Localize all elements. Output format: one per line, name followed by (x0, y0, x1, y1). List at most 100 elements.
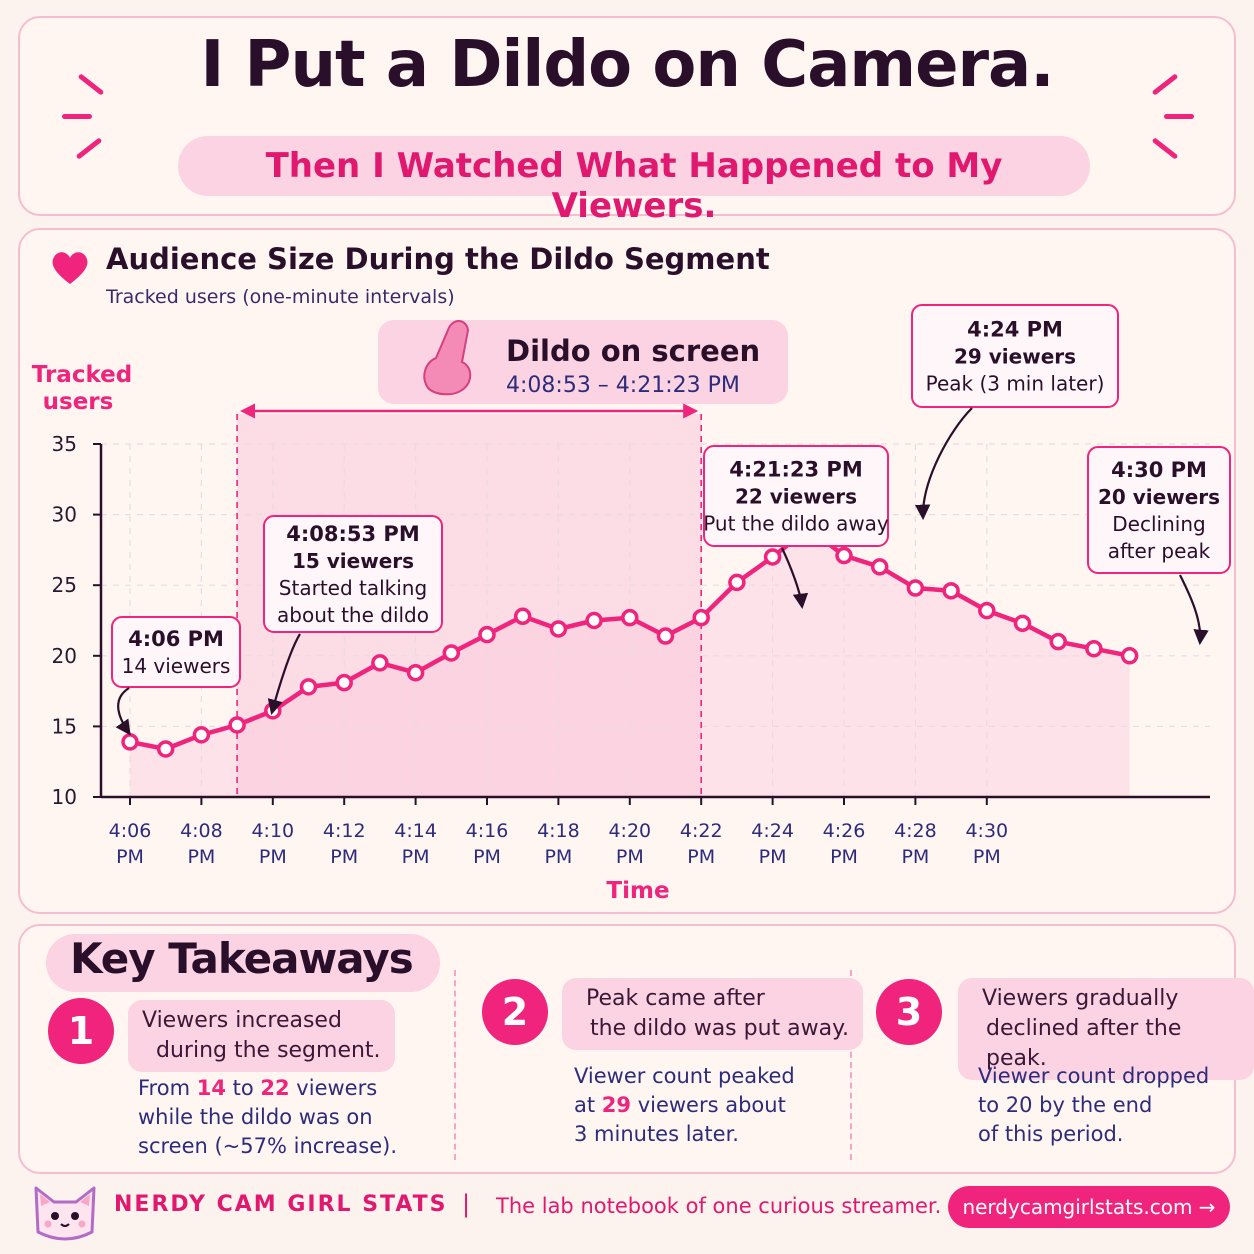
callout-text: after peak (1108, 539, 1211, 563)
callout-text: about the dildo (277, 603, 429, 627)
annotation-callout: 4:06 PM 14 viewers (111, 616, 241, 736)
divider (850, 970, 852, 1160)
takeaway-heading: Viewers gradually declined after the peak… (958, 978, 1254, 1080)
callout-title: 4:21:23 PM (729, 458, 862, 482)
x-tick-label: 4:10 PM (251, 820, 294, 868)
callout-text: Started talking (279, 576, 427, 600)
data-point (442, 644, 461, 662)
callout-text: 29 viewers (954, 345, 1076, 369)
data-point (1085, 639, 1103, 658)
data-point (763, 548, 782, 566)
callout-title: 4:24 PM (967, 318, 1063, 342)
burst-line (1164, 114, 1194, 119)
highlight-number: 14 (196, 1076, 226, 1100)
y-axis-label: Tracked users (32, 362, 132, 415)
data-point (656, 627, 675, 645)
annotation-callout: 4:24 PM 29 viewers Peak (3 min later) (911, 304, 1119, 521)
segment-label-box (378, 320, 788, 404)
body-text: of this period. (978, 1122, 1124, 1146)
body-text: while the dildo was on (138, 1105, 373, 1129)
y-tick-label: 25 (52, 573, 77, 597)
highlight-number: 22 (260, 1076, 290, 1100)
takeaway-heading-line: during the segment. (156, 1038, 381, 1063)
data-point (335, 673, 353, 692)
dildo-icon (423, 320, 472, 396)
callout-text: 20 viewers (1098, 485, 1220, 509)
data-point (228, 716, 246, 734)
body-text: at (574, 1093, 602, 1117)
x-tick-label: 4:18 PM (537, 820, 580, 868)
body-text: Viewer count peaked (574, 1064, 795, 1088)
callout-arrow (914, 407, 973, 521)
y-tick-label: 35 (52, 432, 77, 456)
annotation-callout: 4:30 PM 20 viewers Declining after peak (1087, 446, 1231, 646)
segment-label: Dildo on screen (506, 334, 760, 368)
takeaway-number: 1 (48, 998, 114, 1064)
takeaway-number: 2 (482, 979, 548, 1045)
x-tick-label: 4:16 PM (466, 820, 509, 868)
data-point (692, 608, 710, 627)
cat-logo-icon (34, 1186, 96, 1241)
x-tick-label: 4:28 PM (894, 820, 937, 868)
x-axis-label: Time (606, 878, 669, 904)
callout-text: Peak (3 min later) (926, 372, 1105, 396)
takeaway-heading: Peak came after the dildo was put away. (562, 978, 863, 1050)
callout-box (911, 304, 1119, 408)
callout-arrow (115, 687, 131, 736)
data-point (906, 579, 925, 597)
x-tick-label: 4:20 PM (608, 820, 651, 868)
chart-subtitle: Tracked users (one-minute intervals) (106, 286, 455, 308)
data-point (1120, 647, 1139, 665)
takeaway-heading: Viewers increased during the segment. (128, 1000, 395, 1072)
callout-title: 4:30 PM (1111, 458, 1207, 482)
chart-title: Audience Size During the Dildo Segment (106, 242, 770, 276)
body-text: viewers about (631, 1093, 786, 1117)
x-tick-label: 4:26 PM (823, 820, 866, 868)
callout-text: 22 viewers (735, 485, 857, 509)
subtitle-pill (178, 136, 1090, 196)
takeaway-body: Viewer count peaked at 29 viewers about 3 … (574, 1062, 795, 1149)
footer-brand: NERDY CAM GIRL STATS (114, 1192, 448, 1217)
footer-tagline: The lab notebook of one curious streamer… (496, 1194, 942, 1218)
callout-box (1087, 446, 1231, 574)
heart-icon (52, 252, 88, 284)
takeaway-body: From 14 to 22 viewers while the dildo was… (138, 1074, 397, 1161)
takeaway-heading-line: declined after the peak. (986, 1016, 1182, 1071)
body-text: to (225, 1076, 261, 1100)
x-tick-label: 4:30 PM (965, 820, 1008, 868)
takeaway-heading-line: Peak came after (586, 986, 765, 1011)
data-point (835, 546, 853, 565)
body-text: screen (~57% increase). (138, 1134, 398, 1158)
takeaway-heading-line: Viewers gradually (982, 986, 1179, 1011)
divider (454, 970, 456, 1160)
body-text: 3 minutes later. (574, 1122, 739, 1146)
x-tick-label: 4:24 PM (751, 820, 794, 868)
x-tick-label: 4:14 PM (394, 820, 437, 868)
data-point (1013, 614, 1032, 633)
callout-box (263, 515, 443, 633)
takeaway-body-line: of this period. (978, 1120, 1209, 1149)
takeaway-body-line: while the dildo was on (138, 1103, 397, 1132)
takeaway-number: 3 (876, 979, 942, 1045)
footer-separator: | (462, 1190, 471, 1218)
callout-box (111, 616, 241, 688)
x-tick-label: 4:08 PM (180, 820, 223, 868)
takeaway-body: Viewer count dropped to 20 by the end of t… (978, 1062, 1209, 1149)
website-link[interactable]: nerdycamgirlstats.com → (948, 1186, 1230, 1228)
data-point (728, 573, 746, 592)
data-point (585, 611, 603, 630)
callout-text: Declining (1112, 512, 1205, 536)
callout-box (703, 445, 889, 547)
x-tick-label: 4:06 PM (109, 820, 152, 868)
data-point (299, 678, 318, 696)
burst-line (62, 114, 92, 119)
takeaway-body-line: at 29 viewers about (574, 1091, 795, 1120)
takeaway-body-line: Viewer count dropped (978, 1062, 1209, 1091)
data-point (513, 607, 532, 626)
y-tick-label: 15 (52, 714, 77, 738)
takeaway-body-line: 3 minutes later. (574, 1120, 795, 1149)
takeaway-body-line: Viewer count peaked (574, 1062, 795, 1091)
callout-text: 14 viewers (122, 654, 231, 678)
data-point (156, 740, 175, 758)
y-tick-label: 30 (52, 503, 77, 527)
